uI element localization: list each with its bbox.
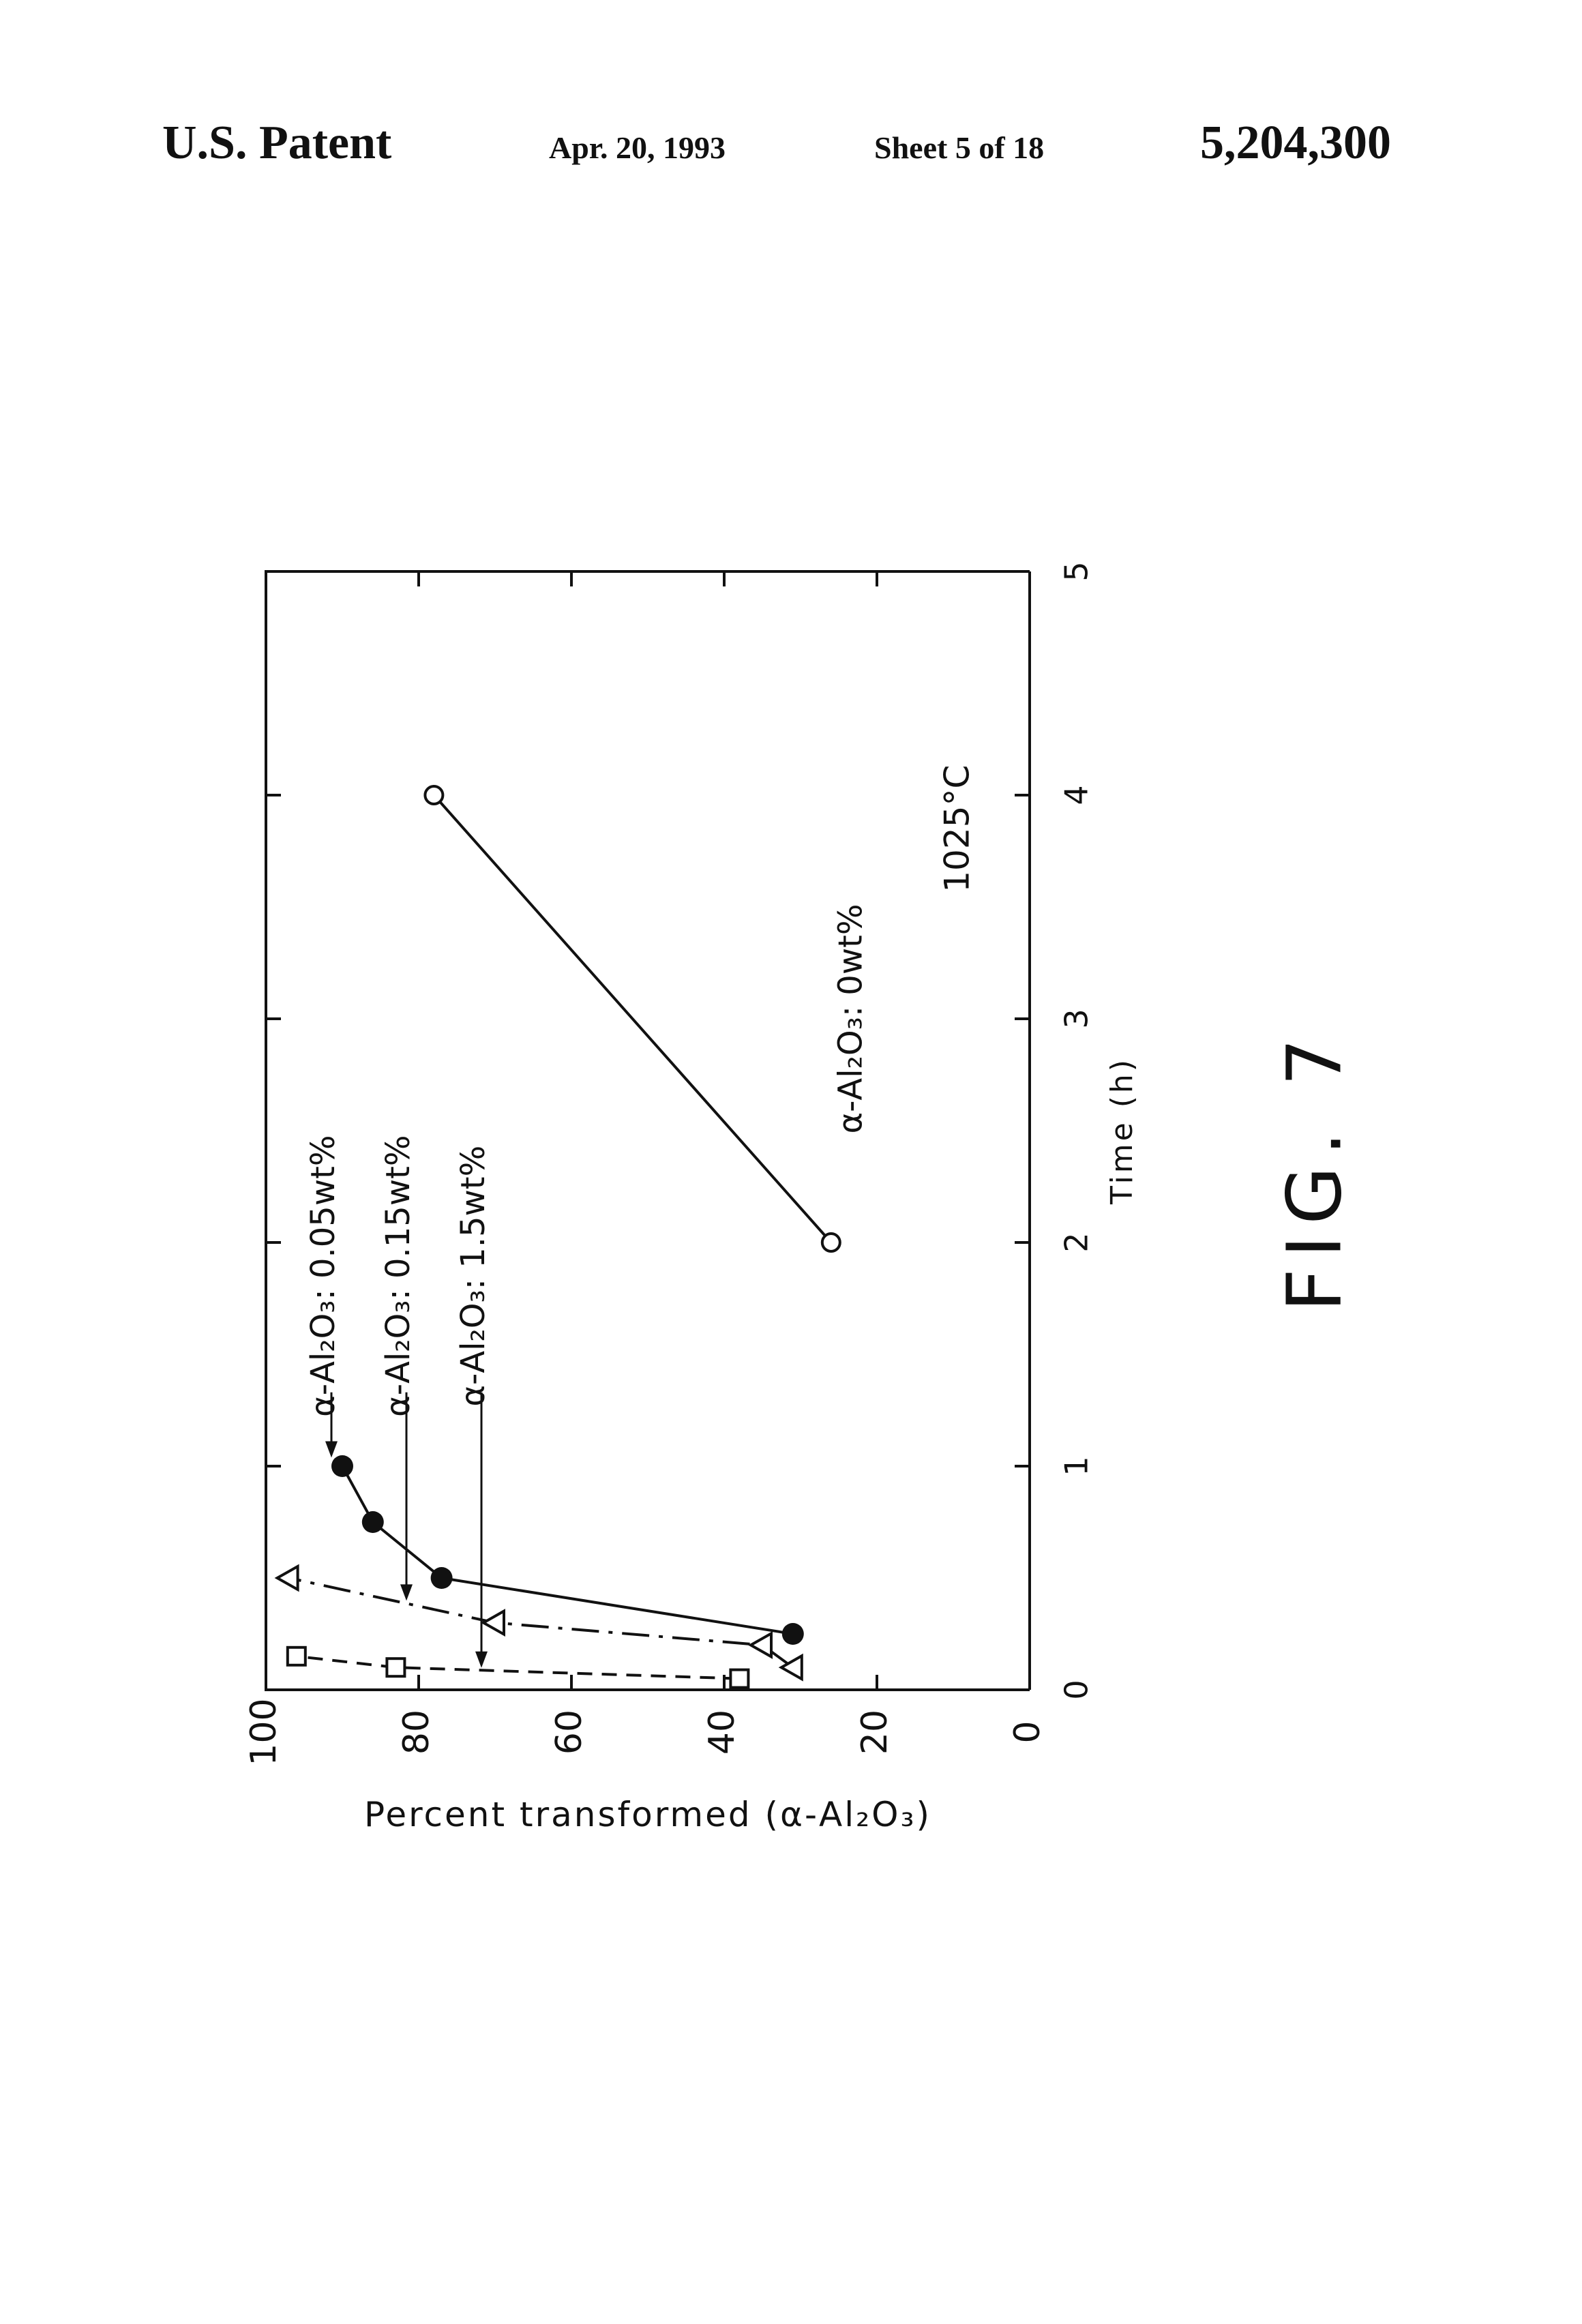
series-line	[288, 1577, 794, 1669]
series-label: α-Al₂O₃: 0wt%	[832, 904, 870, 1133]
series-markers	[274, 785, 841, 1689]
data-point	[423, 785, 445, 805]
series-line	[341, 1465, 794, 1635]
x-tick-label: 3	[1058, 1009, 1095, 1028]
data-point	[385, 1657, 406, 1678]
axis-ticks: 0 1 2 3 4 5 0 20 40 60 80 100	[243, 561, 1095, 1766]
y-tick-label: 0	[1007, 1720, 1048, 1743]
header-sheet: Sheet 5 of 18	[874, 130, 1045, 165]
y-tick-label: 20	[854, 1710, 895, 1755]
header-patent-number: 5,204,300	[1200, 117, 1391, 169]
y-tick-label: 60	[549, 1710, 590, 1755]
series-label: α-Al₂O₃: 0.15wt%	[379, 1135, 417, 1417]
series-lines	[288, 794, 833, 1680]
x-tick-label: 0	[1058, 1680, 1095, 1699]
series-arrowhead	[475, 1651, 488, 1668]
x-tick-label: 1	[1058, 1456, 1095, 1476]
x-axis-label: Time (h)	[1105, 1057, 1139, 1205]
x-tick-label: 4	[1058, 785, 1095, 805]
header-date: Apr. 20, 1993	[549, 130, 726, 165]
y-tick-label: 80	[396, 1710, 437, 1755]
x-tick-label: 2	[1058, 1232, 1095, 1252]
series-label: α-Al₂O₃: 1.5wt%	[454, 1146, 492, 1407]
data-point	[274, 1564, 299, 1592]
y-tick-label: 100	[243, 1698, 284, 1766]
series-line	[432, 794, 833, 1244]
data-point	[361, 1511, 384, 1533]
figure-label: FIG. 7	[1270, 1028, 1358, 1312]
header-patent-label: U.S. Patent	[162, 117, 392, 169]
data-point	[480, 1609, 505, 1637]
plot-border	[265, 570, 1030, 1691]
data-point	[781, 1623, 804, 1645]
data-point	[778, 1653, 803, 1682]
data-point	[331, 1455, 353, 1477]
series-arrowhead	[325, 1441, 338, 1458]
x-tick-label: 5	[1058, 561, 1095, 581]
data-point	[430, 1567, 453, 1589]
series-arrowhead	[400, 1584, 413, 1601]
temperature-annotation: 1025°C	[937, 765, 976, 893]
data-point	[729, 1668, 750, 1689]
series-line	[296, 1654, 740, 1680]
y-axis-label: Percent transformed (α-Al₂O₃)	[364, 1795, 931, 1834]
data-point	[747, 1630, 773, 1659]
plot-frame	[265, 570, 1031, 1691]
y-tick-label: 40	[702, 1710, 743, 1755]
series-label: α-Al₂O₃: 0.05wt%	[304, 1135, 342, 1417]
chart-labels: Time (h)Percent transformed (α-Al₂O₃)102…	[304, 765, 1358, 1834]
data-point	[820, 1232, 841, 1253]
data-point	[286, 1645, 307, 1667]
